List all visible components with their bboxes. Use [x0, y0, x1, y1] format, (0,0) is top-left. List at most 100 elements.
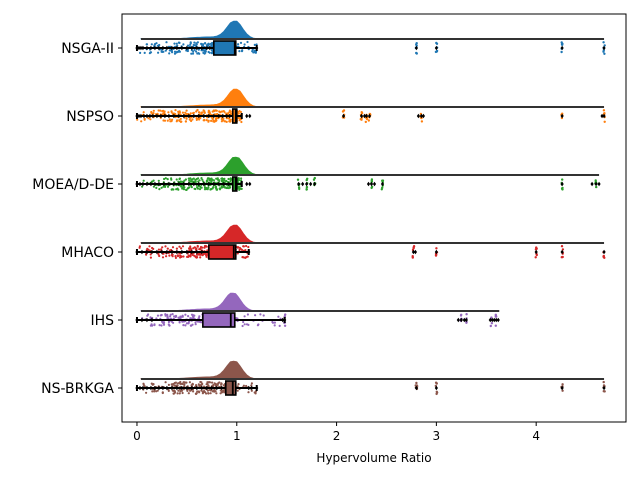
- rain-point: [173, 42, 176, 45]
- rain-point: [205, 254, 208, 257]
- x-tick-label: 0: [133, 429, 141, 443]
- rain-point: [240, 177, 243, 180]
- y-tick-label: MOEA/D-DE: [32, 177, 114, 193]
- outlier-marker: [149, 181, 153, 187]
- rain-point: [213, 382, 216, 385]
- outlier-marker: [165, 249, 169, 255]
- outlier-marker: [150, 249, 154, 255]
- rain-point: [171, 51, 174, 54]
- outlier-marker: [161, 385, 165, 391]
- rain-point: [143, 51, 146, 55]
- outlier-marker: [600, 113, 604, 119]
- rain-point: [143, 117, 146, 120]
- rain-point: [191, 253, 194, 256]
- outlier-marker: [367, 113, 372, 119]
- rain-point: [227, 177, 230, 181]
- rain-point: [216, 177, 219, 180]
- rain-point: [560, 50, 563, 54]
- outlier-marker: [141, 181, 145, 187]
- rain-point: [187, 315, 190, 318]
- rain-point: [225, 117, 228, 120]
- outlier-marker: [160, 249, 164, 255]
- rain-point: [179, 181, 182, 184]
- rain-point: [139, 51, 142, 55]
- rain-point: [490, 322, 494, 325]
- outlier-marker: [200, 385, 204, 391]
- rain-point: [173, 391, 177, 394]
- rain-point: [602, 109, 606, 112]
- outlier-marker: [145, 113, 149, 119]
- rain-point: [173, 52, 177, 55]
- rain-point: [370, 180, 374, 183]
- rain-point: [365, 117, 369, 121]
- rain-point: [224, 180, 227, 183]
- rain-point: [196, 108, 199, 112]
- rain-point: [189, 245, 192, 248]
- rain-point: [435, 391, 439, 394]
- rain-point: [273, 324, 276, 327]
- y-axis-ticks: NSGA-II NSPSO MOEA/D-DE MHACO IHS NS-BRKGA: [32, 41, 122, 397]
- outlier-marker: [140, 249, 144, 255]
- rain-point: [602, 384, 606, 387]
- rain-point: [205, 187, 208, 190]
- rain-point: [198, 179, 201, 182]
- rain-point: [195, 42, 198, 45]
- rain-point: [175, 188, 178, 191]
- rain-point: [166, 185, 170, 188]
- rain-point: [183, 381, 186, 384]
- box-iqr: [202, 312, 236, 328]
- rain-point: [160, 248, 163, 251]
- rain-point: [170, 253, 173, 257]
- rain-point: [381, 179, 385, 182]
- rain-point: [182, 43, 185, 46]
- rain-point: [146, 314, 149, 317]
- outlier-marker: [488, 317, 492, 323]
- rain-point: [179, 117, 182, 120]
- rain-point: [189, 112, 192, 115]
- rain-point: [178, 110, 181, 113]
- rain-point: [221, 110, 224, 113]
- kde-cloud: [140, 156, 600, 176]
- rain-point: [188, 186, 191, 189]
- rain-point: [254, 314, 257, 317]
- outlier-marker: [155, 113, 159, 119]
- rain-point: [196, 117, 199, 120]
- rain-point: [238, 246, 241, 249]
- rain-point: [187, 177, 190, 180]
- rain-point: [174, 256, 177, 259]
- y-tick-label: IHS: [90, 313, 114, 329]
- rain-point: [181, 382, 184, 385]
- plot-area: [135, 20, 606, 396]
- rain-point: [164, 49, 167, 52]
- rain-point: [243, 43, 246, 46]
- rain-point: [271, 321, 275, 324]
- rain-point: [192, 247, 195, 250]
- rain-point: [161, 246, 164, 249]
- rain-point: [210, 180, 213, 184]
- rain-point: [152, 247, 155, 250]
- rain-point: [210, 42, 213, 45]
- rain-point: [167, 320, 170, 324]
- rain-point: [219, 392, 222, 395]
- outlier-marker: [157, 181, 161, 187]
- rain-point: [189, 180, 192, 183]
- rain-point: [188, 249, 191, 252]
- outlier-marker: [157, 45, 161, 51]
- rain-point: [195, 110, 198, 113]
- rain-point: [201, 178, 204, 181]
- outlier-marker: [283, 317, 287, 323]
- rain-point: [237, 177, 240, 180]
- rain-point: [158, 188, 161, 191]
- rain-point: [191, 315, 195, 318]
- rain-point: [228, 120, 232, 123]
- rain-point: [305, 188, 308, 191]
- series-ihs: [135, 292, 500, 328]
- rain-point: [162, 185, 165, 188]
- outlier-marker: [217, 181, 221, 187]
- rain-point: [168, 254, 171, 257]
- rain-point: [168, 118, 171, 121]
- rain-point: [207, 392, 210, 395]
- rain-point: [253, 43, 256, 47]
- outlier-marker: [255, 45, 259, 51]
